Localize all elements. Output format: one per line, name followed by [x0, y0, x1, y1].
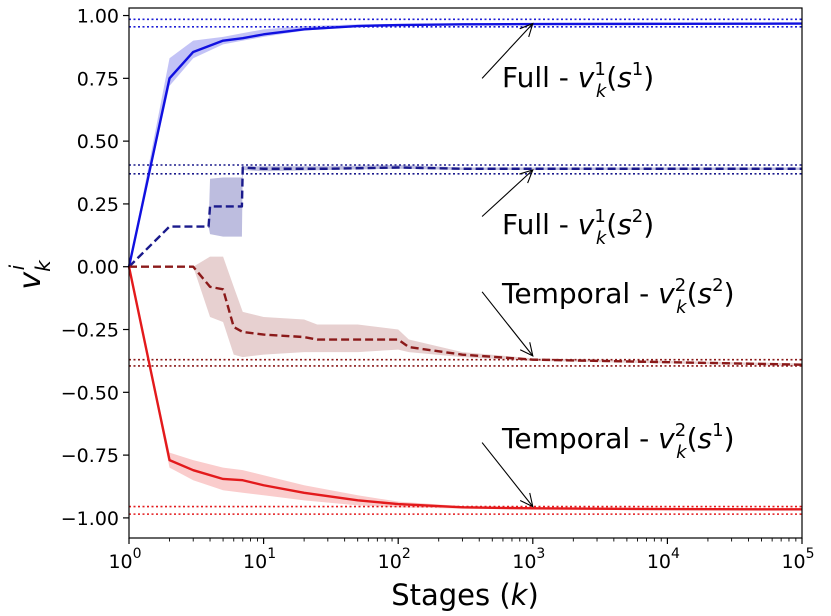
axes: 1.00 0.75 0.50 0.25 0.00 −0.25 −0.50 −0.75 −1.00… — [61, 6, 815, 573]
x-tick-label-3: 103 — [512, 546, 545, 573]
annotation-label-temporal-s1: Temporal - v2 k(s1) — [501, 420, 735, 463]
y-tick-label-1: 0.75 — [77, 68, 119, 90]
annotation-arrow-0 — [481, 23, 534, 79]
annotation-arrow-1 — [481, 169, 534, 217]
annotation-arrowhead-3 — [519, 492, 534, 508]
x-tick-label-0: 100 — [108, 546, 141, 573]
annotation-arrowhead-2 — [519, 342, 534, 357]
y-tick-label-0: 1.00 — [77, 6, 119, 28]
y-tick-label-3: 0.25 — [77, 194, 119, 216]
x-tick-label-4: 104 — [647, 546, 680, 573]
series-line-3 — [127, 266, 803, 511]
x-tick-label-5: 105 — [781, 546, 814, 573]
annotations — [481, 22, 534, 508]
y-axis-label: vki — [5, 259, 55, 290]
annotation-arrowhead-1 — [519, 169, 534, 184]
y-tick-label-4: 0.00 — [77, 257, 119, 279]
annotation-label-full-s1: Full - v1 k(s1) — [502, 59, 654, 102]
x-tick-label-2: 102 — [378, 546, 411, 573]
series-band-0 — [129, 23, 802, 267]
svg-text:vki: vki — [5, 259, 55, 290]
y-tick-label-6: −0.50 — [61, 382, 119, 404]
x-axis-label: Stages (k) — [391, 578, 539, 612]
x-tick-label-1: 101 — [243, 546, 276, 573]
annotation-label-temporal-s2: Temporal - v2 k(s2) — [501, 275, 735, 318]
annotation-arrow-2 — [481, 291, 534, 357]
annotation-label-full-s2: Full - v1 k(s2) — [502, 206, 654, 249]
series-line-2 — [129, 265, 803, 366]
y-tick-label-7: −0.75 — [61, 445, 119, 467]
plot-frame — [128, 7, 803, 539]
y-tick-label-5: −0.25 — [61, 320, 119, 342]
confidence-bands — [129, 23, 802, 510]
series-line-1 — [128, 166, 802, 268]
series-band-2 — [129, 256, 802, 366]
y-tick-label-8: −1.00 — [61, 508, 119, 530]
series-band-1 — [129, 164, 802, 267]
y-tick-label-2: 0.50 — [77, 131, 119, 153]
annotation-arrow-3 — [481, 442, 534, 507]
annotation-arrowhead-0 — [519, 22, 534, 38]
